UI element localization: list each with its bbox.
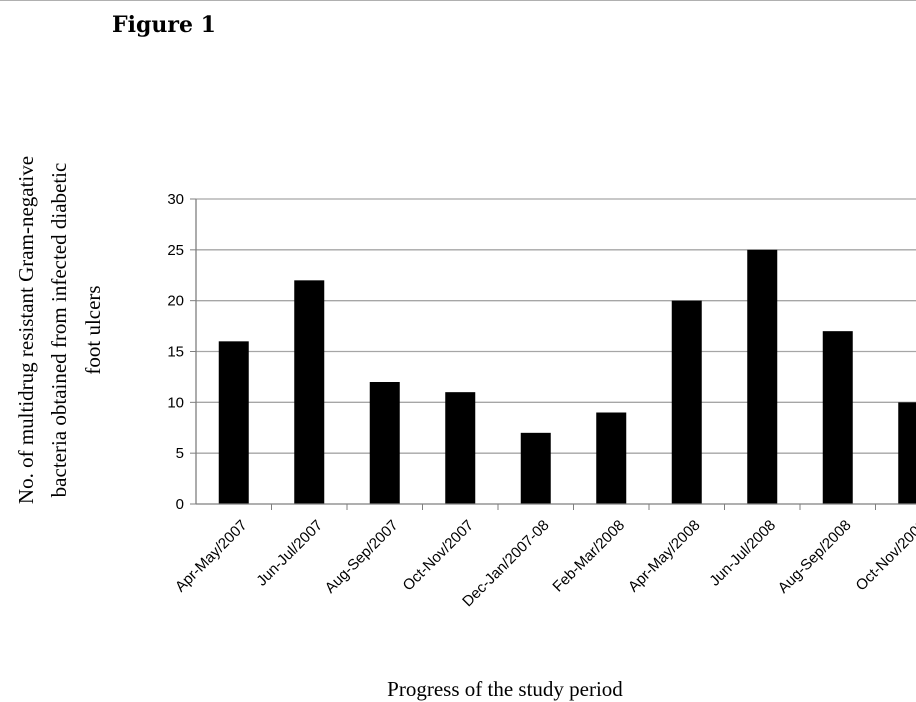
bar bbox=[369, 382, 400, 504]
y-axis-title-line: bacteria obtained from infected diabetic bbox=[47, 163, 71, 498]
x-tick-label: Jun-Jul/2007 bbox=[253, 517, 326, 590]
y-tick-label: 20 bbox=[167, 293, 184, 310]
bar bbox=[822, 331, 853, 504]
x-axis-title: Progress of the study period bbox=[387, 677, 623, 701]
bar bbox=[520, 432, 551, 504]
y-axis-title: No. of multidrug resistant Gram-negative… bbox=[14, 156, 105, 504]
y-tick-label: 15 bbox=[167, 344, 184, 361]
bar bbox=[671, 300, 702, 504]
bar bbox=[747, 249, 778, 504]
x-tick-label: Apr-May/2007 bbox=[172, 517, 251, 596]
bar bbox=[294, 280, 325, 504]
y-axis-title-line: No. of multidrug resistant Gram-negative bbox=[14, 156, 38, 504]
x-tick-label: Oct-Nov/2008 bbox=[853, 517, 916, 594]
y-tick-label: 10 bbox=[167, 394, 184, 411]
bar bbox=[218, 341, 249, 504]
bar bbox=[596, 412, 627, 504]
x-tick-label: Oct-Nov/2007 bbox=[400, 517, 477, 594]
x-tick-label: Apr-May/2008 bbox=[625, 517, 704, 596]
x-tick-label: Feb-Mar/2008 bbox=[549, 517, 628, 596]
x-tick-label: Aug-Sep/2008 bbox=[775, 517, 855, 597]
figure-title: Figure 1 bbox=[112, 12, 216, 38]
bar bbox=[445, 392, 476, 504]
x-tick-label: Aug-Sep/2007 bbox=[322, 517, 402, 597]
y-axis-title-line: foot ulcers bbox=[81, 285, 105, 374]
bar bbox=[898, 402, 916, 504]
y-tick-label: 5 bbox=[176, 445, 184, 462]
x-tick-label: Jun-Jul/2008 bbox=[706, 517, 779, 590]
top-rule bbox=[0, 0, 916, 1]
y-tick-label: 25 bbox=[167, 242, 184, 259]
y-tick-label: 0 bbox=[176, 496, 184, 513]
y-tick-label: 30 bbox=[167, 191, 184, 208]
